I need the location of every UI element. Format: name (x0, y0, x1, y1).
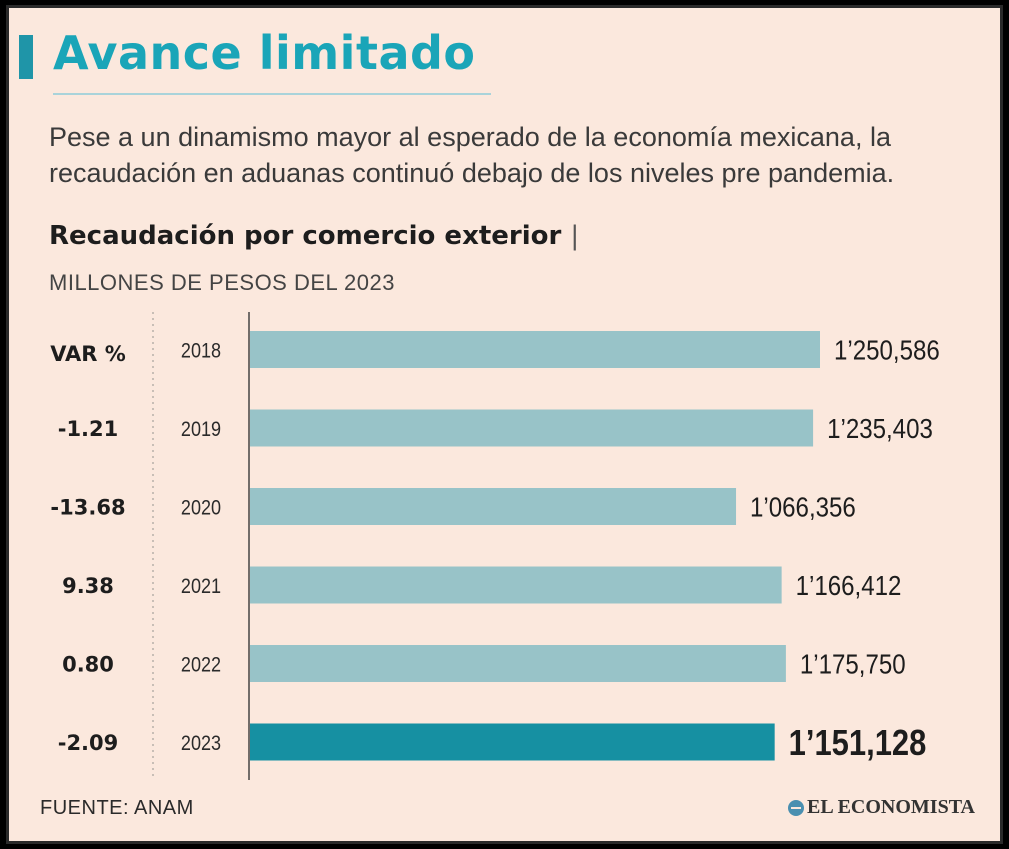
value-label-2023: 1’151,128 (789, 724, 927, 764)
title-accent-bar (19, 35, 33, 79)
source-note: FUENTE: ANAM (40, 797, 194, 819)
bar-2018 (250, 331, 820, 368)
chart-title: Recaudación por comercio exterior | (49, 221, 579, 251)
var-pct-2023: -2.09 (58, 731, 119, 755)
year-label-2023: 2023 (181, 732, 221, 756)
chart-layer: VAR % 2018 1’250,586 2019 -1.21 1’235,403 2020… (50, 312, 940, 780)
var-pct-2021: 9.38 (62, 574, 114, 598)
var-pct-2019: -1.21 (58, 417, 119, 441)
chart-title-separator: | (570, 221, 580, 251)
chart-title-text: Recaudación por comercio exterior (49, 221, 562, 251)
title-underline (53, 93, 491, 95)
value-label-2022: 1’175,750 (800, 648, 906, 680)
value-label-2018: 1’250,586 (834, 334, 940, 366)
value-label-2019: 1’235,403 (827, 412, 933, 444)
year-label-2018: 2018 (181, 339, 221, 363)
value-label-2021: 1’166,412 (796, 569, 902, 601)
brand-name: EL ECONOMISTA (807, 796, 975, 818)
bar-2019 (250, 409, 814, 447)
year-label-2021: 2021 (181, 575, 221, 599)
year-label-2020: 2020 (181, 496, 221, 520)
var-header: VAR % (50, 342, 126, 366)
brand-logo: EL ECONOMISTA (788, 796, 975, 819)
bar-2020 (250, 488, 737, 525)
subtitle: Pese a un dinamismo mayor al esperado de… (49, 122, 895, 188)
var-pct-2020: -13.68 (50, 496, 125, 520)
infographic-card: Avance limitado Pese a un dinamismo mayo… (6, 5, 1003, 844)
chart-units: MILLONES DE PESOS DEL 2023 (49, 270, 395, 295)
value-label-2020: 1’066,356 (750, 491, 856, 523)
bar-2022 (250, 645, 786, 682)
bar-2023 (250, 723, 775, 761)
bar-2021 (250, 566, 782, 604)
year-label-2022: 2022 (181, 653, 221, 677)
year-label-2019: 2019 (181, 418, 221, 442)
var-pct-2022: 0.80 (62, 653, 114, 677)
brand-mark-icon (788, 799, 804, 816)
page-title: Avance limitado (53, 26, 476, 80)
